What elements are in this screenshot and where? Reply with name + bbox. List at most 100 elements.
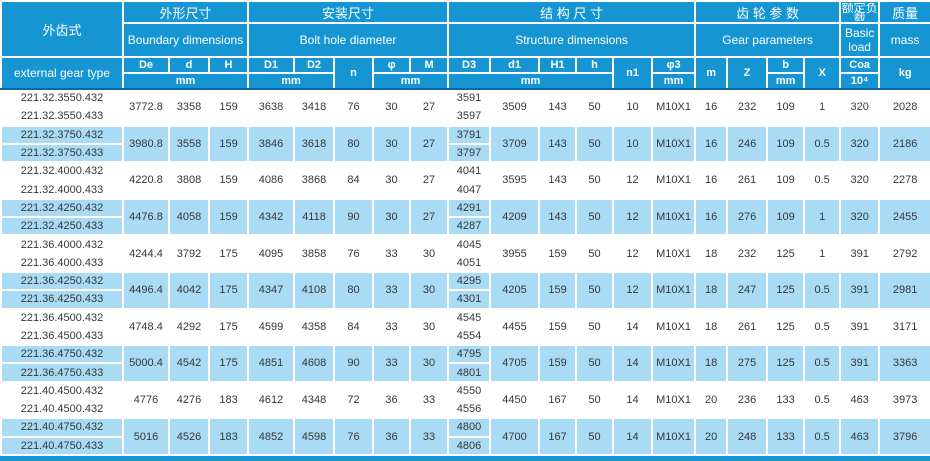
cell-D2: 4598 (293, 417, 336, 456)
cell-d: 3792 (168, 234, 210, 273)
cell-d1: 4205 (489, 270, 541, 310)
cell-n: 80 (333, 270, 375, 310)
cell-H1: 167 (538, 417, 578, 456)
cell-phi: 33 (372, 270, 412, 310)
cell-D3: 3591 (447, 87, 492, 109)
cell-X: 0.5 (803, 344, 842, 383)
gear-type: 221.36.4500.433 (0, 325, 124, 347)
cell-phi3: M10X1 (651, 88, 697, 127)
table-row: 221.36.4500.433 4554 (0, 325, 930, 347)
table-row: 221.32.4000.432 4220.8 3808 159 4086 3868 84 30… (0, 161, 930, 200)
gear-type: 221.32.4000.433 (0, 179, 124, 200)
col-d1: d1 (489, 56, 541, 74)
cell-h: 50 (575, 270, 615, 310)
cell-n1: 12 (612, 270, 654, 310)
cell-b: 109 (766, 197, 806, 237)
table-row: 221.36.4750.432 5000.4 4542 175 4851 4608 90 33… (0, 344, 930, 383)
cell-b: 125 (766, 307, 806, 347)
section-boundary-cn: 外形尺寸 (121, 0, 250, 24)
cell-Z: 232 (726, 234, 769, 273)
gear-type: 221.36.4000.433 (0, 252, 124, 273)
cell-Z: 261 (726, 161, 769, 200)
table-row: 221.40.4500.432 4776 4276 183 4612 4348 72 36 33… (0, 380, 930, 420)
cell-D1: 3638 (247, 88, 296, 127)
table-row: 221.32.4000.433 4047 (0, 179, 930, 200)
cell-D3: 4047 (447, 179, 492, 200)
cell-D2: 4118 (293, 197, 336, 237)
cell-D2: 3868 (293, 161, 336, 200)
cell-phi3: M10X1 (651, 161, 697, 200)
cell-D3: 4291 (447, 197, 492, 219)
cell-M: 27 (409, 88, 450, 127)
cell-H: 175 (207, 307, 250, 347)
corner-title-en: external gear type (0, 56, 124, 90)
cell-d: 3558 (168, 124, 210, 164)
cell-D3: 4800 (447, 417, 492, 438)
cell-Z: 247 (726, 270, 769, 310)
cell-De: 4776 (122, 380, 170, 420)
cell-Coa: 391 (839, 344, 881, 383)
cell-D2: 3618 (293, 124, 336, 164)
cell-M: 30 (409, 344, 450, 383)
cell-D3: 3797 (447, 142, 492, 164)
cell-h: 50 (575, 197, 615, 237)
table-row: 221.32.3750.432 3980.8 3558 159 3846 3618 80 30… (0, 124, 930, 164)
cell-m: 20 (694, 380, 729, 420)
cell-D3: 4550 (447, 380, 492, 402)
cell-phi3: M10X1 (651, 197, 697, 237)
cell-d: 3808 (168, 161, 210, 200)
gear-type: 221.32.3550.433 (0, 106, 124, 127)
cell-D3: 4545 (447, 307, 492, 328)
cell-Coa: 320 (839, 197, 881, 237)
cell-phi3: M10X1 (651, 270, 697, 310)
col-n1: n1 (612, 56, 654, 90)
cell-d: 4058 (168, 197, 210, 237)
section-load-cn: 额定负载 (839, 0, 881, 24)
table-header: 外齿式 外形尺寸 安装尺寸 结 构 尺 寸 齿 轮 参 数 额定负载 质量 Bo… (0, 0, 930, 90)
gear-type: 221.32.3550.432 (0, 87, 124, 109)
cell-mass: 3973 (878, 380, 930, 420)
cell-De: 4476.8 (122, 197, 170, 237)
cell-D3: 4554 (447, 325, 492, 347)
table-row: 221.36.4750.433 4801 (0, 362, 930, 383)
gear-type: 221.36.4000.432 (0, 234, 124, 255)
cell-d1: 3709 (489, 124, 541, 164)
cell-phi: 30 (372, 124, 412, 164)
col-phi3: φ3 (651, 56, 697, 74)
table-row: 221.32.3550.432 3772.8 3358 159 3638 3418 76 30… (0, 87, 930, 127)
section-bolt-cn: 安装尺寸 (247, 0, 450, 24)
cell-d: 4276 (168, 380, 210, 420)
cell-D1: 4851 (247, 344, 296, 383)
table-row: 221.36.4000.432 4244.4 3792 175 4095 3858 76 33… (0, 234, 930, 273)
cell-M: 30 (409, 234, 450, 273)
section-gear-en: Gear parameters (694, 22, 842, 58)
cell-phi3: M10X1 (651, 234, 697, 273)
cell-d: 4526 (168, 417, 210, 456)
unit-load-pow: 10⁴ (839, 72, 881, 90)
section-structure-cn: 结 构 尺 寸 (447, 0, 697, 24)
cell-D2: 4358 (293, 307, 336, 347)
cell-X: 0.5 (803, 307, 842, 347)
cell-D1: 4612 (247, 380, 296, 420)
gear-type: 221.32.3750.432 (0, 124, 124, 145)
cell-b: 133 (766, 380, 806, 420)
cell-h: 50 (575, 417, 615, 456)
col-D2: D2 (293, 56, 336, 74)
col-M: M (409, 56, 450, 74)
cell-De: 3772.8 (122, 88, 170, 127)
cell-D3: 4301 (447, 289, 492, 310)
cell-Coa: 463 (839, 380, 881, 420)
col-d: d (168, 56, 210, 74)
cell-h: 50 (575, 161, 615, 200)
load-cn-text: 额定负载 (841, 3, 878, 21)
cell-H1: 159 (538, 344, 578, 383)
cell-D1: 3846 (247, 124, 296, 164)
cell-m: 20 (694, 417, 729, 456)
cell-H1: 143 (538, 161, 578, 200)
cell-D3: 4806 (447, 435, 492, 457)
col-m: m (694, 56, 729, 90)
gear-type: 221.36.4250.432 (0, 270, 124, 292)
cell-phi: 33 (372, 234, 412, 273)
cell-Coa: 463 (839, 417, 881, 456)
